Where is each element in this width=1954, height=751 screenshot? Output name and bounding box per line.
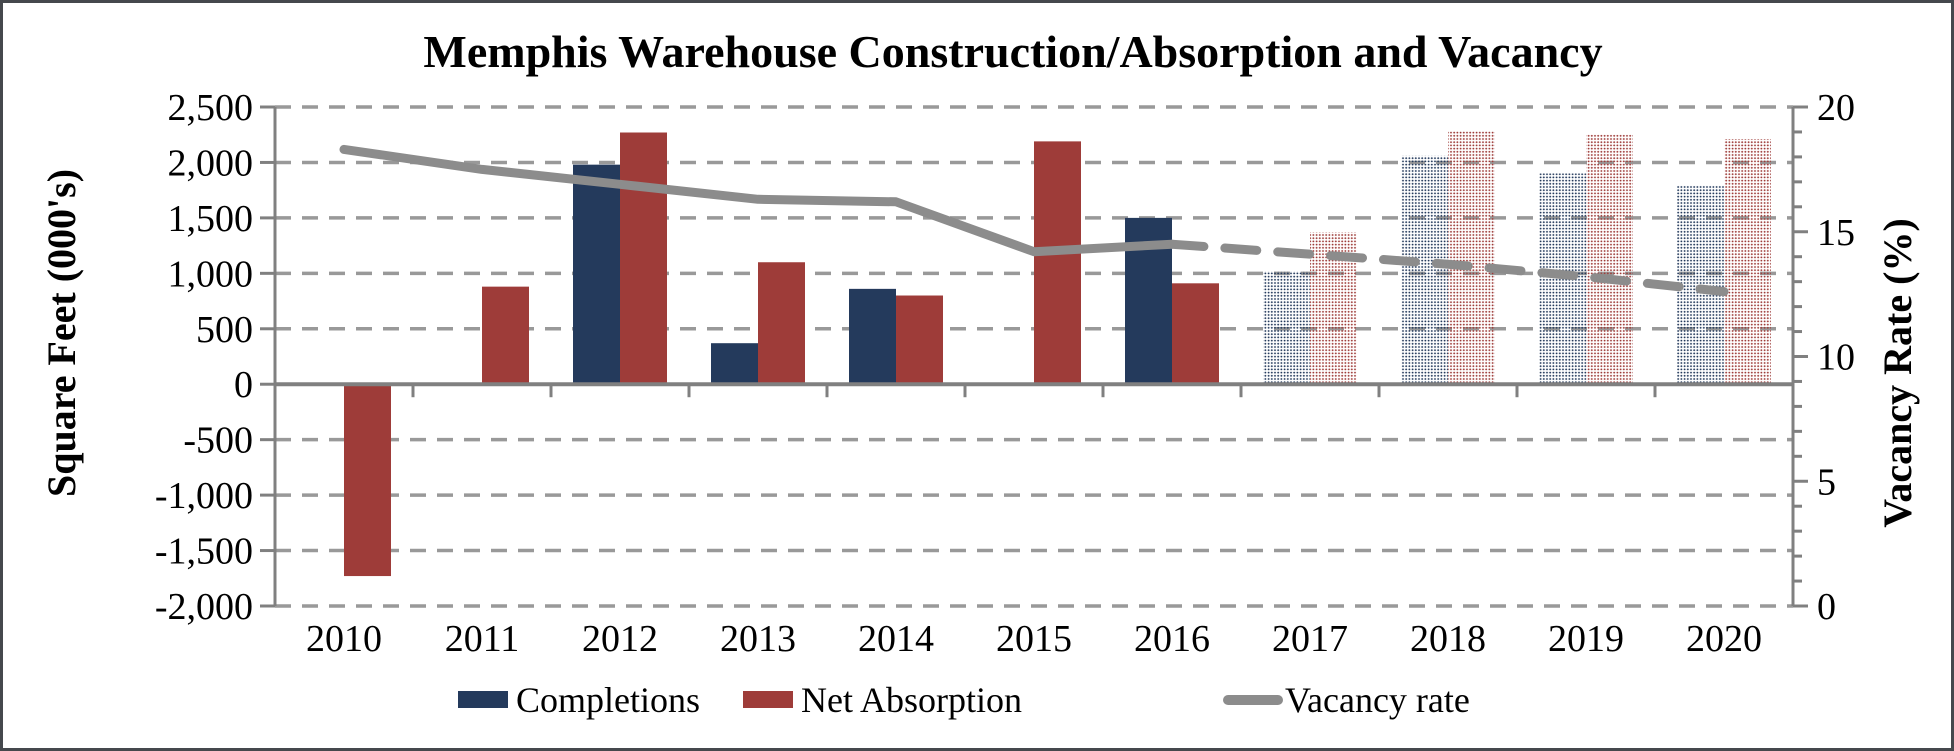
left-axis-tick-label: -1,000 (155, 475, 253, 517)
category-label-2014: 2014 (858, 618, 934, 660)
left-axis-tick-label: 1,500 (168, 198, 254, 240)
legend-swatch-net-absorption (743, 691, 793, 708)
bar-completions-2014 (849, 288, 896, 385)
category-label-2019: 2019 (1548, 618, 1624, 660)
category-label-2011: 2011 (445, 618, 520, 660)
left-axis-tick-label: 1,000 (168, 253, 254, 295)
left-axis-tick-label: -1,500 (155, 531, 253, 573)
bar-completions-2012 (573, 164, 620, 385)
axes (260, 105, 1808, 608)
bar-net-absorption-2013 (758, 262, 805, 385)
legend-swatch-completions (458, 691, 508, 708)
axis-tick-labels: -2,000 -1,500 -1,000 -500 0 500 1,000 1,500 2,00… (155, 87, 1855, 660)
category-label-2020: 2020 (1686, 618, 1762, 660)
bar-net-absorption-2019-forecast (1586, 134, 1633, 385)
category-label-2013: 2013 (720, 618, 796, 660)
vacancy-line (339, 144, 1729, 297)
vacancy-rate-line-forecast (1167, 239, 1729, 297)
chart-title: Memphis Warehouse Construction/Absorptio… (423, 26, 1602, 77)
category-label-2015: 2015 (996, 618, 1072, 660)
category-label-2012: 2012 (582, 618, 658, 660)
legend-label-completions: Completions (516, 680, 700, 720)
bar-series (344, 131, 1771, 577)
right-axis-tick-label: 5 (1817, 461, 1836, 503)
left-axis-tick-label: 0 (234, 364, 253, 406)
bar-net-absorption-2016 (1172, 283, 1219, 385)
legend-label-net-absorption: Net Absorption (801, 680, 1022, 720)
category-label-2018: 2018 (1410, 618, 1486, 660)
right-axis-tick-label: 10 (1817, 337, 1855, 379)
bar-net-absorption-2012 (620, 132, 667, 385)
bar-net-absorption-2010 (344, 384, 391, 577)
legend-label-vacancy-rate: Vacancy rate (1285, 680, 1470, 720)
legend: Completions Net Absorption Vacancy rate (458, 680, 1470, 720)
bar-completions-2017-forecast (1263, 271, 1310, 385)
left-axis-tick-label: -500 (183, 420, 253, 462)
left-axis-tick-label: 2,500 (168, 87, 254, 129)
right-axis-tick-label: 0 (1817, 586, 1836, 628)
left-axis-tick-label: -2,000 (155, 586, 253, 628)
right-axis-tick-label: 15 (1817, 212, 1855, 254)
category-label-2010: 2010 (306, 618, 382, 660)
bar-net-absorption-2018-forecast (1448, 131, 1495, 385)
bar-completions-2013 (711, 343, 758, 385)
bar-net-absorption-2015 (1034, 141, 1081, 385)
right-axis-title: Vacancy Rate (%) (1875, 218, 1920, 528)
category-label-2016: 2016 (1134, 618, 1210, 660)
left-axis-title: Square Feet (000's) (39, 169, 84, 497)
bar-completions-2018-forecast (1401, 155, 1448, 385)
left-axis-tick-label: 500 (196, 309, 253, 351)
left-axis-tick-label: 2,000 (168, 142, 254, 184)
bar-net-absorption-2014 (896, 295, 943, 385)
vacancy-rate-line-actual (339, 144, 1177, 257)
chart-canvas: -2,000 -1,500 -1,000 -500 0 500 1,000 1,500 2,00… (39, 26, 1920, 720)
right-axis-tick-label: 20 (1817, 87, 1855, 129)
category-label-2017: 2017 (1272, 618, 1348, 660)
bar-net-absorption-2011 (482, 286, 529, 385)
bar-net-absorption-2020-forecast (1724, 139, 1771, 385)
